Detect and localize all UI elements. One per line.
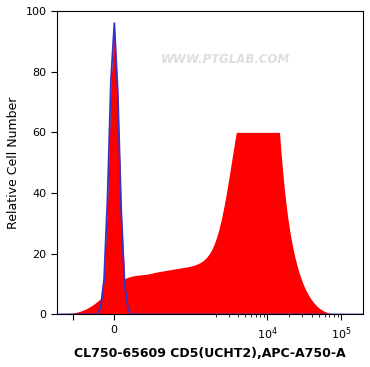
X-axis label: CL750-65609 CD5(UCHT2),APC-A750-A: CL750-65609 CD5(UCHT2),APC-A750-A [74,347,346,360]
Text: WWW.PTGLAB.COM: WWW.PTGLAB.COM [161,53,290,66]
Y-axis label: Relative Cell Number: Relative Cell Number [7,97,20,229]
